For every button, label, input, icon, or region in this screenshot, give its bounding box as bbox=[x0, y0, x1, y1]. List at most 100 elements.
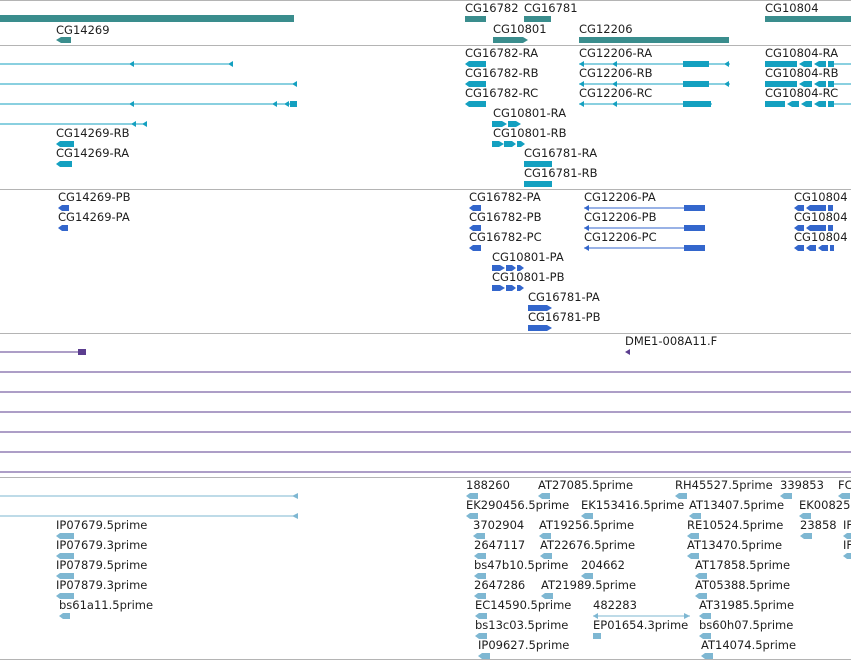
est-ek290456-5prime[interactable]: EK290456.5prime bbox=[466, 498, 569, 519]
transcript-cg12206-ra[interactable]: CG12206-RA bbox=[579, 46, 730, 67]
protein-cg10804-c[interactable]: CG10804 bbox=[794, 230, 848, 251]
transcript-cg10804-rc[interactable]: CG10804-RC bbox=[765, 86, 851, 107]
protein-cg16782-pb[interactable]: CG16782-PB bbox=[469, 210, 542, 231]
protein-cg16781-pb[interactable]: CG16781-PB bbox=[528, 310, 601, 331]
est-label: AT17858.5prime bbox=[695, 558, 790, 572]
est-if-1[interactable]: IF bbox=[843, 518, 851, 539]
est-at14074-5prime[interactable]: AT14074.5prime bbox=[701, 638, 796, 659]
est-339853[interactable]: 339853 bbox=[780, 478, 824, 499]
clone-feature[interactable] bbox=[0, 349, 86, 355]
gene-cg16781[interactable]: CG16781 bbox=[524, 1, 578, 22]
transcript-cg16781-ra[interactable]: CG16781-RA bbox=[524, 146, 597, 167]
est-at22676-5prime[interactable]: AT22676.5prime bbox=[540, 538, 635, 559]
est-bs60h07-5prime[interactable]: bs60h07.5prime bbox=[699, 618, 793, 639]
protein-cg16782-pa[interactable]: CG16782-PA bbox=[469, 190, 541, 211]
est-482283[interactable]: 482283 bbox=[593, 598, 690, 619]
est-feature[interactable] bbox=[0, 493, 298, 499]
est-at27085-5prime[interactable]: AT27085.5prime bbox=[538, 478, 633, 499]
transcript-cg16782-rb[interactable]: CG16782-RB bbox=[465, 66, 539, 87]
gene-cg14269[interactable]: CG14269 bbox=[0, 15, 294, 43]
est-bs13c03-5prime[interactable]: bs13c03.5prime bbox=[475, 618, 568, 639]
est-re10524-5prime[interactable]: RE10524.5prime bbox=[687, 518, 783, 539]
protein-cg14269-pa[interactable]: CG14269-PA bbox=[58, 210, 130, 231]
gene-label: CG10804 bbox=[765, 1, 819, 15]
protein-cg16781-pa[interactable]: CG16781-PA bbox=[528, 290, 600, 311]
est-ek00825[interactable]: EK00825 bbox=[799, 498, 850, 519]
est-ip07879-5prime[interactable]: IP07879.5prime bbox=[56, 558, 147, 579]
transcript-cg10801-ra[interactable]: CG10801-RA bbox=[492, 106, 566, 127]
transcript-cg14269-rb[interactable]: CG14269-RB bbox=[56, 126, 130, 147]
gene-cg16782[interactable]: CG16782 bbox=[465, 1, 519, 22]
est-188260[interactable]: 188260 bbox=[466, 478, 510, 499]
transcript-cg10801-rb[interactable]: CG10801-RB bbox=[492, 126, 567, 147]
transcript-feature[interactable] bbox=[0, 81, 297, 87]
protein-label: CG10804 bbox=[794, 210, 848, 224]
gene-cg12206[interactable]: CG12206 bbox=[579, 22, 729, 43]
est-ip07679-3prime[interactable]: IP07679.3prime bbox=[56, 538, 147, 559]
transcript-cg16781-rb[interactable]: CG16781-RB bbox=[524, 166, 598, 187]
est-ep01654-3prime[interactable]: EP01654.3prime bbox=[593, 618, 688, 639]
transcript-label: CG16782-RC bbox=[465, 86, 538, 100]
gene-cg10804[interactable]: CG10804 bbox=[765, 1, 851, 22]
est-label: AT13407.5prime bbox=[689, 498, 784, 512]
clone-dme1-008a11-f[interactable]: DME1-008A11.F bbox=[625, 334, 717, 355]
est-3702904[interactable]: 3702904 bbox=[473, 518, 524, 539]
est-ip07679-5prime[interactable]: IP07679.5prime bbox=[56, 518, 147, 539]
transcript-label: CG12206-RC bbox=[579, 86, 652, 100]
est-at13407-5prime[interactable]: AT13407.5prime bbox=[689, 498, 784, 519]
protein-label: CG12206-PA bbox=[584, 190, 656, 204]
protein-cg10801-pb[interactable]: CG10801-PB bbox=[492, 270, 565, 291]
est-bs47b10-5prime[interactable]: bs47b10.5prime bbox=[474, 558, 568, 579]
clone-track: DME1-008A11.F bbox=[0, 333, 851, 473]
transcript-cg16782-rc[interactable]: CG16782-RC bbox=[465, 86, 538, 107]
transcript-cg12206-rc[interactable]: CG12206-RC bbox=[579, 86, 712, 107]
protein-cg16782-pc[interactable]: CG16782-PC bbox=[469, 230, 542, 251]
est-ek153416-5prime[interactable]: EK153416.5prime bbox=[581, 498, 684, 519]
protein-label: CG12206-PB bbox=[584, 210, 657, 224]
est-fc[interactable]: FC bbox=[838, 478, 851, 499]
est-at05388-5prime[interactable]: AT05388.5prime bbox=[695, 578, 790, 599]
est-bs61a11-5prime[interactable]: bs61a11.5prime bbox=[59, 598, 153, 619]
protein-cg12206-pc[interactable]: CG12206-PC bbox=[584, 230, 705, 251]
est-feature[interactable] bbox=[0, 513, 298, 519]
protein-cg10801-pa[interactable]: CG10801-PA bbox=[492, 250, 564, 271]
est-label: 204662 bbox=[581, 558, 625, 572]
transcript-feature[interactable] bbox=[0, 61, 233, 67]
est-at31985-5prime[interactable]: AT31985.5prime bbox=[699, 598, 794, 619]
protein-cg12206-pa[interactable]: CG12206-PA bbox=[584, 190, 705, 211]
est-at21989-5prime[interactable]: AT21989.5prime bbox=[541, 578, 636, 599]
protein-label: CG10804 bbox=[794, 190, 848, 204]
transcript-label: CG10804-RC bbox=[765, 86, 838, 100]
est-label: bs60h07.5prime bbox=[699, 618, 793, 632]
est-2647117[interactable]: 2647117 bbox=[474, 538, 525, 559]
protein-cg12206-pb[interactable]: CG12206-PB bbox=[584, 210, 705, 231]
transcript-cg10804-rb[interactable]: CG10804-RB bbox=[765, 66, 851, 87]
est-ec14590-5prime[interactable]: EC14590.5prime bbox=[475, 598, 571, 619]
protein-cg10804-b[interactable]: CG10804 bbox=[794, 210, 848, 231]
est-label: 2647286 bbox=[474, 578, 525, 592]
gene-cg10801[interactable]: CG10801 bbox=[493, 22, 547, 43]
est-2647286[interactable]: 2647286 bbox=[474, 578, 525, 599]
transcript-label: CG16782-RA bbox=[465, 46, 538, 60]
est-ip09627-5prime[interactable]: IP09627.5prime bbox=[478, 638, 569, 659]
gene-glyph bbox=[493, 37, 523, 43]
est-label: 339853 bbox=[780, 478, 824, 492]
transcript-cg16782-ra[interactable]: CG16782-RA bbox=[465, 46, 538, 67]
transcript-feature[interactable] bbox=[0, 121, 147, 127]
transcript-cg14269-ra[interactable]: CG14269-RA bbox=[56, 146, 129, 167]
est-at17858-5prime[interactable]: AT17858.5prime bbox=[695, 558, 790, 579]
est-204662[interactable]: 204662 bbox=[581, 558, 625, 579]
transcript-cg10804-ra[interactable]: CG10804-RA bbox=[765, 46, 851, 67]
est-if-2[interactable]: IF bbox=[843, 538, 851, 559]
est-at13470-5prime[interactable]: AT13470.5prime bbox=[687, 538, 782, 559]
est-23858[interactable]: 23858 bbox=[800, 518, 837, 539]
transcript-cg12206-rb[interactable]: CG12206-RB bbox=[579, 66, 730, 87]
gene-glyph bbox=[765, 16, 851, 22]
est-label: 3702904 bbox=[473, 518, 524, 532]
est-rh45527-5prime[interactable]: RH45527.5prime bbox=[675, 478, 773, 499]
protein-cg10804-a[interactable]: CG10804 bbox=[794, 190, 848, 211]
est-at19256-5prime[interactable]: AT19256.5prime bbox=[539, 518, 634, 539]
est-ip07879-3prime[interactable]: IP07879.3prime bbox=[56, 578, 147, 599]
protein-cg14269-pb[interactable]: CG14269-PB bbox=[58, 190, 131, 211]
transcript-feature[interactable] bbox=[0, 101, 297, 107]
